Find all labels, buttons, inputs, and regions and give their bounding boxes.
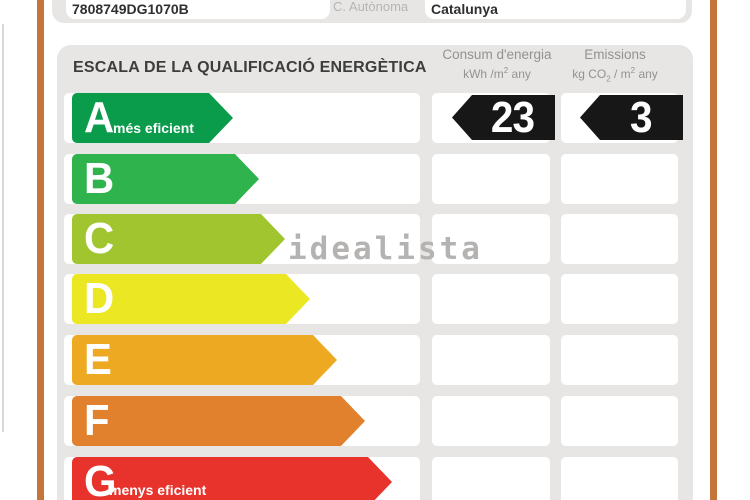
rating-note: més eficient: [113, 120, 194, 136]
emissions-cell: [561, 396, 678, 446]
emissions-cell: [561, 214, 678, 264]
consumption-header-label: Consum d'energia: [442, 47, 552, 62]
rating-row-f: F: [0, 396, 750, 446]
rating-row-b: B: [0, 154, 750, 204]
document-edge-line: [2, 24, 4, 432]
consumption-cell: [432, 335, 550, 385]
consumption-cell: [432, 274, 550, 324]
scale-title: ESCALA DE LA QUALIFICACIÓ ENERGÈTICA: [73, 59, 427, 76]
certificate-id-value: 7808749DG1070B: [72, 1, 189, 17]
consumption-value: 23: [490, 92, 535, 142]
emissions-value-arrow: 3: [580, 95, 683, 140]
region-field[interactable]: Catalunya: [425, 0, 686, 19]
emissions-header-label: Emissions: [584, 47, 646, 62]
emissions-cell: [561, 457, 678, 500]
arrow-tip: [261, 214, 285, 264]
emissions-cell: [561, 274, 678, 324]
region-value: Catalunya: [431, 1, 498, 17]
consumption-cell: [432, 154, 550, 204]
consumption-column-header: Consum d'energia kWh /m2 any: [432, 47, 562, 81]
rating-letter: C: [84, 214, 115, 263]
rating-note: menys eficient: [109, 482, 207, 498]
consumption-cell: [432, 396, 550, 446]
certificate-header-card: 7808749DG1070B C. Autònoma Catalunya: [52, 0, 692, 23]
rating-letter: D: [84, 274, 115, 323]
rating-arrow-d: D: [72, 274, 310, 324]
emissions-value: 3: [629, 92, 653, 142]
arrow-tip: [286, 274, 310, 324]
right-border-bar: [710, 0, 717, 500]
rating-letter: A: [84, 93, 115, 142]
rating-arrow-c: C: [72, 214, 285, 264]
arrow-tip: [368, 457, 392, 500]
emissions-cell: [561, 335, 678, 385]
arrow-tip: [313, 335, 337, 385]
consumption-cell: [432, 457, 550, 500]
rating-row-e: E: [0, 335, 750, 385]
rating-letter: F: [84, 396, 110, 445]
arrow-tip: [209, 93, 233, 143]
consumption-cell: [432, 214, 550, 264]
consumption-value-arrow: 23: [452, 95, 555, 140]
emissions-header-unit: kg CO2 / m2 any: [572, 66, 658, 84]
certificate-id-field[interactable]: 7808749DG1070B: [66, 0, 330, 19]
rating-arrow-e: E: [72, 335, 337, 385]
idealista-watermark: idealista: [288, 231, 483, 267]
rating-letter: B: [84, 154, 115, 203]
rating-letter: G: [84, 457, 117, 500]
emissions-cell: [561, 154, 678, 204]
arrow-tip: [341, 396, 365, 446]
rating-row-c: C: [0, 214, 750, 264]
rating-row-d: D: [0, 274, 750, 324]
rating-letter: E: [84, 335, 112, 384]
consumption-header-unit: kWh /m2 any: [463, 66, 531, 81]
rating-arrow-b: B: [72, 154, 259, 204]
arrow-tip: [235, 154, 259, 204]
region-label: C. Autònoma: [333, 0, 409, 14]
rating-arrow-f: F: [72, 396, 365, 446]
emissions-column-header: Emissions kg CO2 / m2 any: [557, 47, 673, 83]
left-border-bar: [37, 0, 44, 500]
